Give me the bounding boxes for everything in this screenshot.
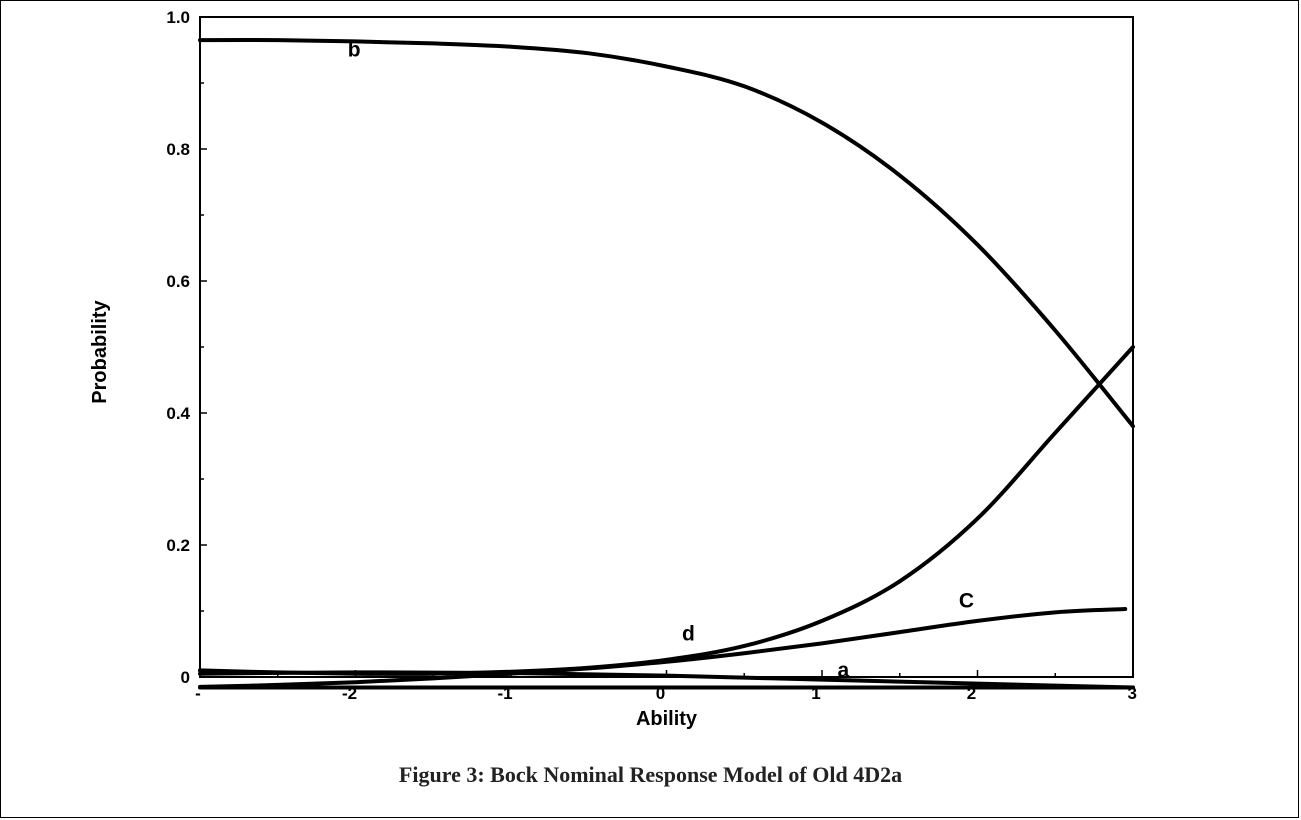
x-axis-title: Ability (636, 708, 698, 730)
curves (198, 38, 1135, 690)
x-tick-label: - (195, 684, 201, 703)
curve-a (198, 670, 1135, 690)
x-tick-label: 3 (1128, 684, 1137, 703)
curve-label-c: C (959, 590, 974, 613)
curve-b (198, 38, 1135, 429)
curve-label-b: b (348, 39, 361, 62)
x-tick-label: 2 (967, 684, 976, 703)
y-axis-title: Probability (89, 299, 111, 403)
curve-label-d: d (682, 623, 695, 646)
x-tick-label: 1 (811, 684, 820, 703)
y-tick-label: 0.2 (166, 536, 190, 555)
curve-label-a: a (838, 659, 850, 682)
plot-area (199, 16, 1134, 678)
y-tick-label: 0.4 (166, 404, 190, 423)
y-tick-label: 1.0 (166, 8, 190, 27)
y-axis-ticks: 0 0.2 0.4 0.6 0.8 1.0 (166, 8, 207, 687)
curve-labels: b d Ca (348, 39, 974, 682)
curve-d (198, 345, 1135, 676)
y-tick-label: 0.6 (166, 272, 190, 291)
y-tick-label: 0 (181, 668, 190, 687)
figure-caption: Figure 3: Bock Nominal Response Model of… (398, 762, 903, 787)
x-tick-label: 0 (656, 684, 665, 703)
y-tick-label: 0.8 (166, 140, 190, 159)
curve-c (198, 607, 1128, 689)
